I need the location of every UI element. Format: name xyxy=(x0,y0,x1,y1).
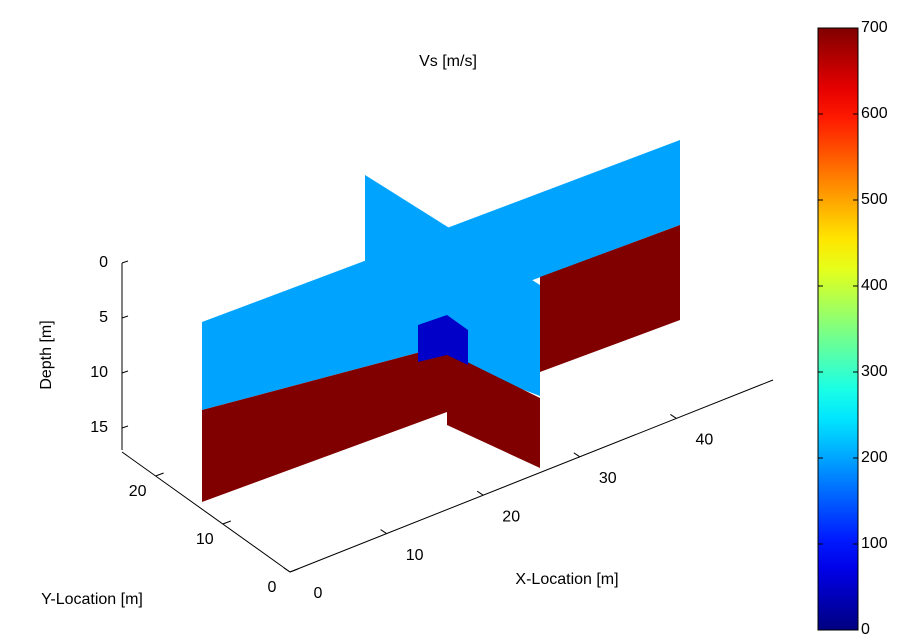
slice-lower xyxy=(447,352,540,468)
x-tick xyxy=(573,452,581,458)
slice-lower xyxy=(540,225,680,372)
y-tick xyxy=(289,568,299,573)
colorbar-tick-label: 400 xyxy=(861,277,888,294)
x-tick-label: 0 xyxy=(314,585,323,602)
x-tick xyxy=(670,413,677,419)
z-tick xyxy=(121,370,129,374)
colorbar-tick-label: 700 xyxy=(861,19,888,36)
x-tick-label: 30 xyxy=(599,470,617,487)
colorbar-tick-label: 0 xyxy=(861,621,870,638)
y-tick xyxy=(222,520,231,525)
x-tick xyxy=(476,490,484,496)
x-tick-label: 20 xyxy=(502,508,520,525)
slice-lower xyxy=(202,345,447,502)
x-tick xyxy=(283,567,291,573)
z-tick xyxy=(121,260,129,264)
y-axis-line xyxy=(121,451,291,573)
y-tick-label: 0 xyxy=(268,579,277,596)
y-tick xyxy=(155,472,164,477)
z-tick-label: 0 xyxy=(99,254,108,271)
x-axis-line xyxy=(289,379,774,573)
chart-title: Vs [m/s] xyxy=(419,53,477,70)
z-axis-label: Depth [m] xyxy=(38,320,55,389)
x-axis-label: X-Location [m] xyxy=(515,571,618,588)
x-tick-label: 40 xyxy=(696,432,714,449)
colorbar xyxy=(817,27,859,631)
x-tick-label: 10 xyxy=(406,547,424,564)
z-tick xyxy=(121,425,129,429)
y-axis-label: Y-Location [m] xyxy=(41,591,143,608)
y-tick-label: 20 xyxy=(129,483,147,500)
z-tick xyxy=(121,315,129,319)
anomaly xyxy=(418,315,468,365)
colorbar-tick-label: 300 xyxy=(861,363,888,380)
z-tick-label: 10 xyxy=(90,364,108,381)
slice-upper xyxy=(202,230,447,410)
colorbar-tick-label: 100 xyxy=(861,535,888,552)
z-tick-label: 15 xyxy=(90,419,108,436)
y-tick-label: 10 xyxy=(196,531,214,548)
colorbar-tick-label: 500 xyxy=(861,191,888,208)
z-tick-label: 5 xyxy=(99,309,108,326)
colorbar-tick-label: 200 xyxy=(861,449,888,466)
colorbar-tick-label: 600 xyxy=(861,105,888,122)
x-tick xyxy=(380,529,387,535)
